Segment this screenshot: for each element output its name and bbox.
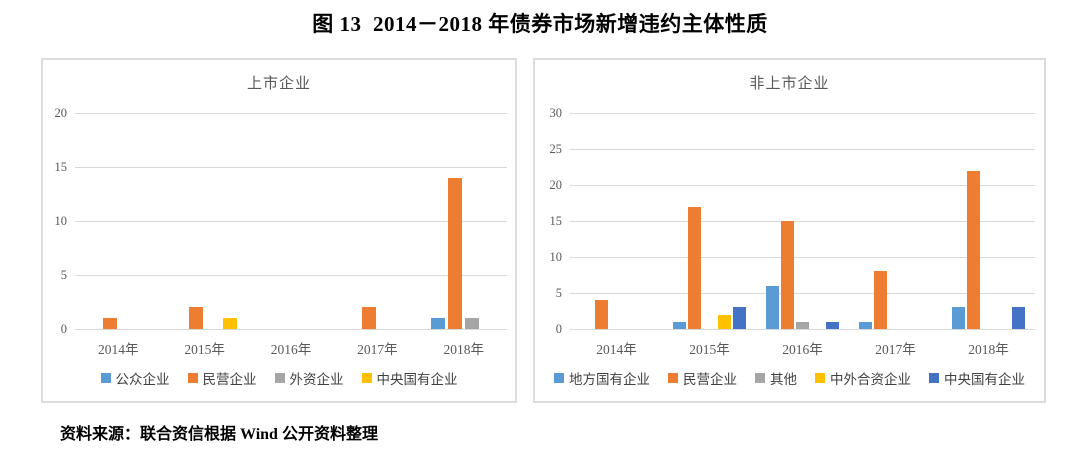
- bar-民营企业-2017年: [874, 271, 887, 329]
- legend-listed: 公众企业 民营企业 外资企业 中央国有企业: [43, 368, 515, 388]
- gridline: [570, 293, 1035, 294]
- bar-地方国有企业-2016年: [766, 285, 779, 329]
- y-axis-tick-label: 20: [54, 106, 68, 120]
- x-axis-tick-label: 2017年: [875, 342, 916, 357]
- legend-item: 地方国有企业: [554, 368, 650, 388]
- y-axis-tick-label: 15: [549, 214, 563, 228]
- bar-民营企业-2017年: [361, 307, 376, 329]
- gridline: [570, 257, 1035, 258]
- legend-label: 民营企业: [683, 372, 737, 387]
- legend-swatch: [815, 373, 825, 383]
- gridline: [570, 113, 1035, 114]
- x-axis-tick-label: 2018年: [968, 342, 1009, 357]
- legend-swatch: [361, 373, 372, 383]
- x-axis-tick-label: 2017年: [357, 342, 398, 357]
- x-axis-tick-label: 2015年: [689, 342, 730, 357]
- y-axis-tick-label: 10: [54, 214, 68, 228]
- y-axis-tick-label: 20: [549, 178, 563, 192]
- bar-民营企业-2014年: [102, 318, 117, 329]
- gridline: [570, 329, 1035, 330]
- bar-中外合资企业-2015年: [718, 314, 731, 329]
- gridline: [75, 167, 507, 168]
- legend-item: 公众企业: [100, 368, 170, 388]
- gridline: [75, 329, 507, 330]
- gridline: [75, 113, 507, 114]
- legend-swatch: [668, 373, 678, 383]
- legend-swatch: [755, 373, 765, 383]
- legend-label: 地方国有企业: [569, 372, 650, 387]
- x-axis-tick-label: 2016年: [270, 342, 312, 357]
- legend-item: 其他: [755, 368, 797, 388]
- bar-民营企业-2014年: [595, 300, 608, 329]
- bar-中央国有企业-2018年: [1012, 307, 1025, 329]
- bar-民营企业-2015年: [189, 307, 204, 329]
- y-axis-tick-label: 0: [555, 322, 562, 336]
- legend-label: 中央国有企业: [376, 372, 458, 387]
- legend-item: 民营企业: [187, 368, 257, 388]
- y-axis-tick-label: 10: [549, 250, 563, 264]
- plot-area-non-listed: 0 5 10 15 20 25 30 2014年 2015年 2016年 2017年 2018年: [550, 106, 1035, 357]
- bar-外资企业-2018年: [465, 318, 480, 329]
- y-axis-tick-label: 5: [555, 286, 562, 300]
- bar-地方国有企业-2015年: [673, 321, 686, 329]
- chart-title-listed: 上市企业: [246, 76, 311, 92]
- bar-中央国有企业-2016年: [826, 321, 839, 329]
- figure-title: 图 13 2014－2018 年债券市场新增违约主体性质: [312, 12, 768, 36]
- bar-地方国有企业-2018年: [952, 307, 965, 329]
- gridline: [570, 149, 1035, 150]
- legend-item: 外资企业: [274, 368, 344, 388]
- listed-companies-chart-panel: 上市企业 0 5 10 15 20 2014年 2015年 2016年 2017年 2018年 公…: [41, 58, 517, 403]
- legend-item: 中央国有企业: [361, 368, 458, 388]
- x-axis-tick-label: 2014年: [97, 342, 139, 357]
- y-axis-tick-label: 25: [549, 142, 563, 156]
- y-axis-tick-label: 0: [60, 322, 67, 336]
- bar-地方国有企业-2017年: [859, 321, 872, 329]
- legend-item: 中央国有企业: [929, 368, 1025, 388]
- legend-swatch: [100, 373, 111, 383]
- legend-label: 中央国有企业: [944, 372, 1025, 387]
- legend-swatch: [274, 373, 285, 383]
- plot-area-listed: 0 5 10 15 20 2014年 2015年 2016年 2017年 2018年: [55, 106, 507, 357]
- legend-non-listed: 地方国有企业 民营企业 其他 中外合资企业 中央国有企业: [535, 368, 1044, 388]
- x-axis-tick-label: 2014年: [596, 342, 637, 357]
- gridline: [570, 185, 1035, 186]
- bar-中央国有企业-2015年: [223, 318, 238, 329]
- bar-民营企业-2018年: [967, 170, 980, 329]
- x-axis-tick-label: 2016年: [782, 342, 823, 357]
- y-axis-tick-label: 5: [60, 268, 67, 282]
- x-axis-tick-label: 2018年: [443, 342, 485, 357]
- bar-民营企业-2018年: [448, 177, 463, 329]
- bar-中央国有企业-2015年: [733, 307, 746, 329]
- legend-label: 中外合资企业: [830, 372, 911, 387]
- gridline: [75, 275, 507, 276]
- gridline: [75, 221, 507, 222]
- non-listed-companies-chart-panel: 0 5 10 15 20 25 30 2014年 2015年 2016年 2017年 2018年 非上…: [533, 58, 1046, 403]
- chart-title-non-listed: 非上市企业: [749, 76, 830, 92]
- legend-label: 民营企业: [202, 372, 257, 387]
- gridline: [570, 221, 1035, 222]
- legend-label: 外资企业: [289, 372, 344, 387]
- bar-其他-2016年: [796, 321, 809, 329]
- bar-民营企业-2016年: [781, 221, 794, 329]
- legend-item: 中外合资企业: [815, 368, 911, 388]
- legend-label: 其他: [770, 372, 797, 387]
- source-note: 资料来源：联合资信根据 Wind 公开资料整理: [60, 426, 378, 443]
- bar-公众企业-2018年: [431, 318, 446, 329]
- y-axis-tick-label: 15: [54, 160, 68, 174]
- legend-swatch: [187, 373, 198, 383]
- bar-民营企业-2015年: [688, 206, 701, 329]
- legend-label: 公众企业: [115, 372, 170, 387]
- x-axis-tick-label: 2015年: [184, 342, 225, 357]
- y-axis-tick-label: 30: [549, 106, 563, 120]
- legend-item: 民营企业: [668, 368, 737, 388]
- legend-swatch: [554, 373, 564, 383]
- legend-swatch: [929, 373, 939, 383]
